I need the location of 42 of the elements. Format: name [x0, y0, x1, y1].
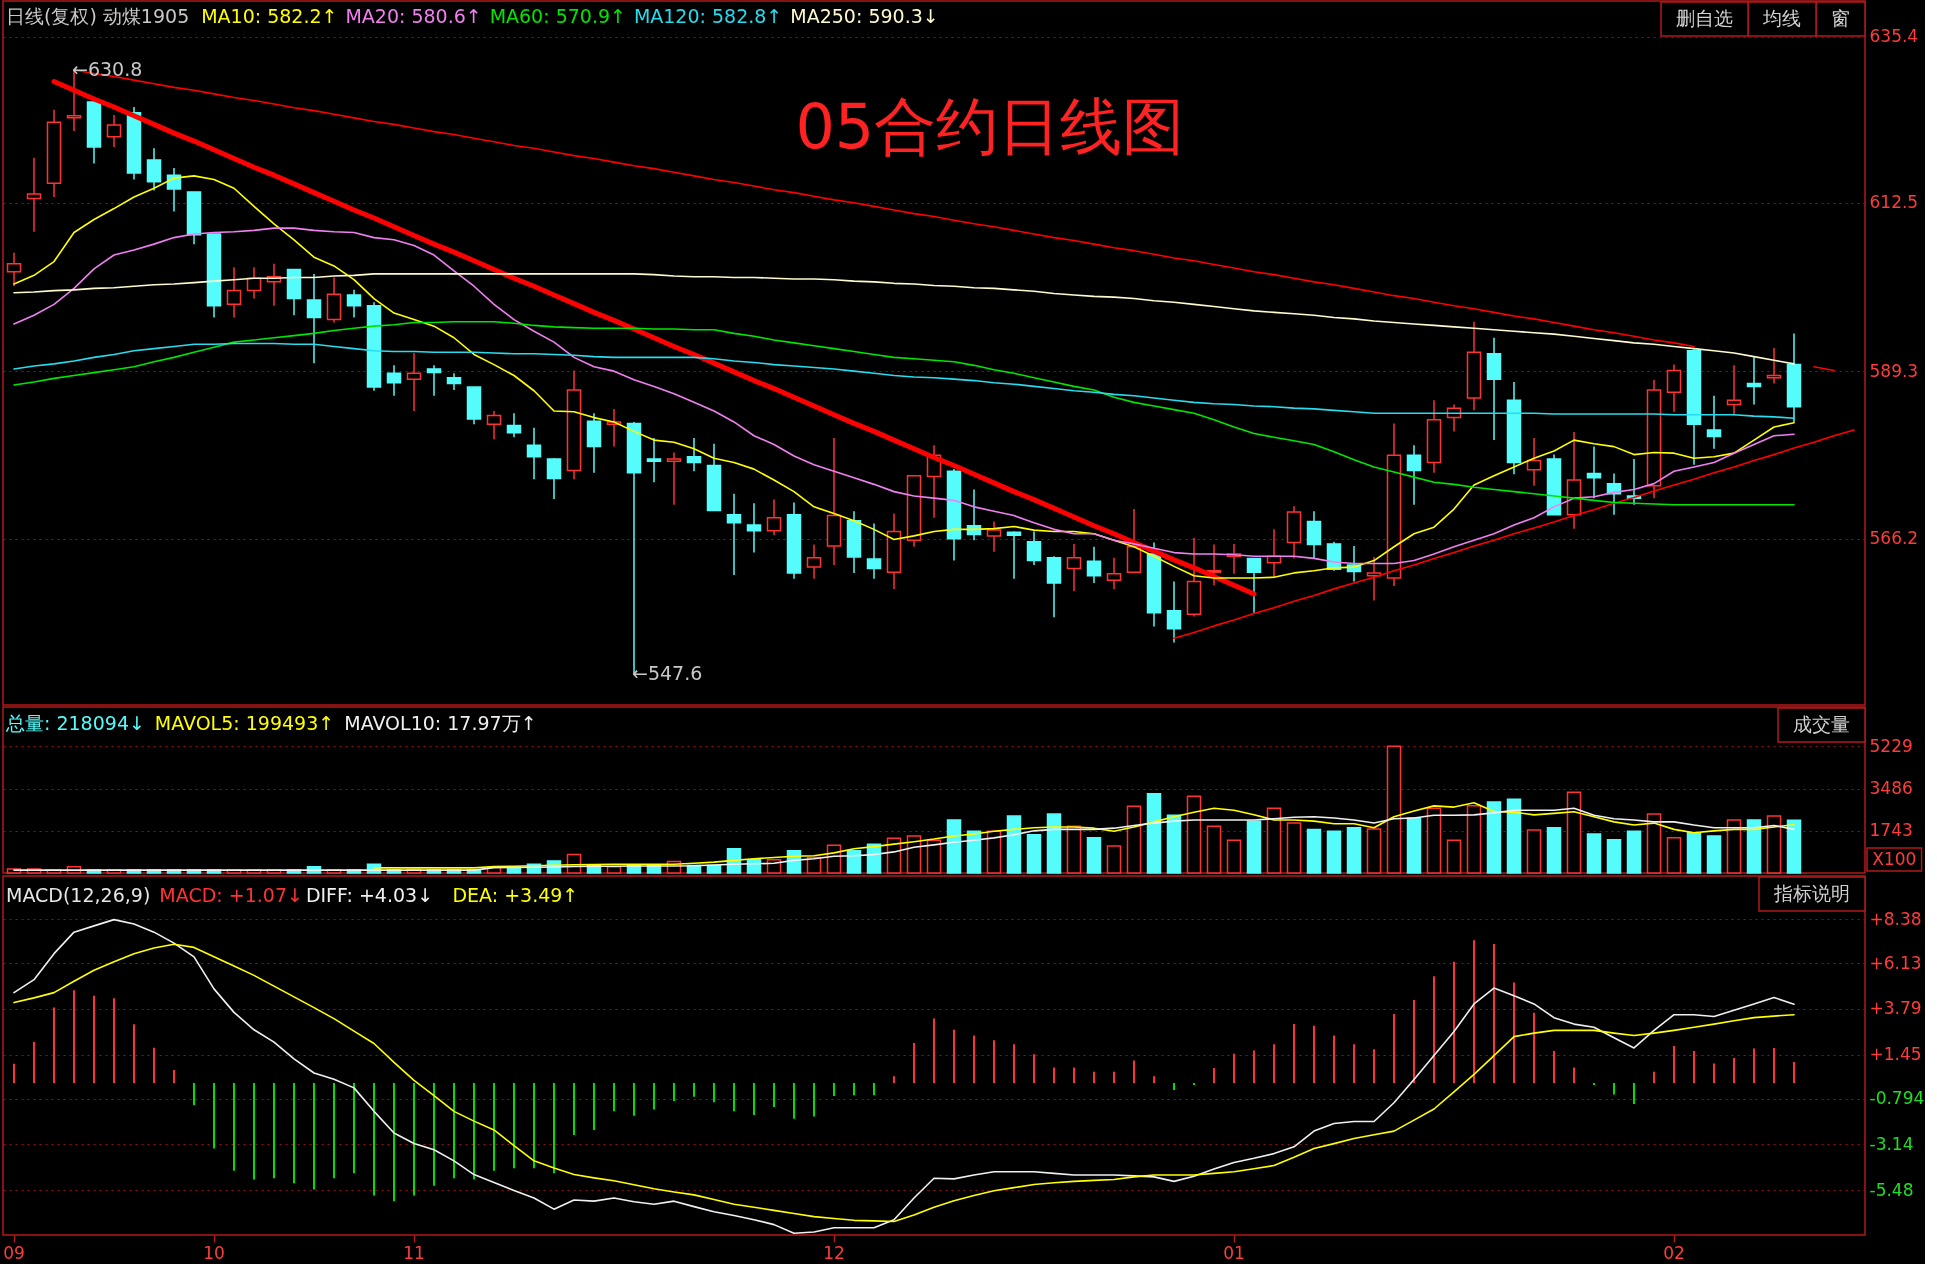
y-tick-label: +3.79: [1869, 998, 1922, 1019]
text: MA250: 590.3↓: [790, 5, 939, 27]
y-tick-label: 589.3: [1869, 360, 1919, 381]
annotation: 均线: [1762, 7, 1801, 29]
y-tick-label: 612.5: [1869, 192, 1919, 213]
chart-subtitle: 日线(复权) 动煤1905: [6, 5, 190, 27]
y-tick-label: 3486: [1869, 778, 1913, 799]
x-tick-label: 02: [1663, 1242, 1685, 1263]
y-tick-label: 566.2: [1869, 528, 1919, 549]
annotation: 成交量: [1793, 713, 1850, 735]
y-tick-label: -0.794: [1869, 1088, 1925, 1109]
y-tick-label: -3.14: [1869, 1133, 1914, 1154]
text: 05合约日线图: [795, 90, 1185, 163]
y-tick-label: +1.45: [1869, 1044, 1922, 1065]
y-axis-title: X100: [1872, 849, 1917, 869]
x-tick-label: 10: [203, 1242, 225, 1263]
annotation: 删自选: [1676, 7, 1733, 29]
text: MACD: +1.07↓: [159, 884, 303, 906]
y-tick-label: 635.4: [1869, 26, 1919, 47]
x-tick-label: 09: [3, 1242, 25, 1263]
x-tick-label: 12: [823, 1242, 845, 1263]
text: MA60: 570.9↑: [489, 5, 626, 27]
text: MA10: 582.2↑: [201, 5, 338, 27]
annotation: ←630.8: [72, 57, 143, 80]
x-tick-label: 11: [403, 1242, 425, 1263]
y-tick-label: 5229: [1869, 735, 1913, 756]
text: 总量: 218094↓: [5, 712, 145, 734]
y-tick-label: -5.48: [1869, 1179, 1914, 1200]
x-tick-label: 01: [1223, 1242, 1245, 1263]
text: MA120: 582.8↑: [633, 5, 783, 27]
annotation: 窗: [1831, 7, 1850, 29]
y-tick-label: 1743: [1869, 820, 1913, 841]
text: MA20: 580.6↑: [345, 5, 482, 27]
chart-title: MACD(12,26,9): [6, 884, 151, 906]
text: MAVOL5: 199493↑: [154, 712, 335, 734]
annotation: 指标说明: [1773, 882, 1850, 904]
text: DEA: +3.49↑: [452, 884, 579, 906]
y-tick-label: +6.13: [1869, 952, 1922, 973]
text: DIFF: +4.03↓: [305, 884, 434, 906]
y-tick-label: +8.38: [1869, 908, 1922, 929]
text: MAVOL10: 17.97万↑: [344, 712, 537, 734]
annotation: ←547.6: [632, 661, 703, 684]
